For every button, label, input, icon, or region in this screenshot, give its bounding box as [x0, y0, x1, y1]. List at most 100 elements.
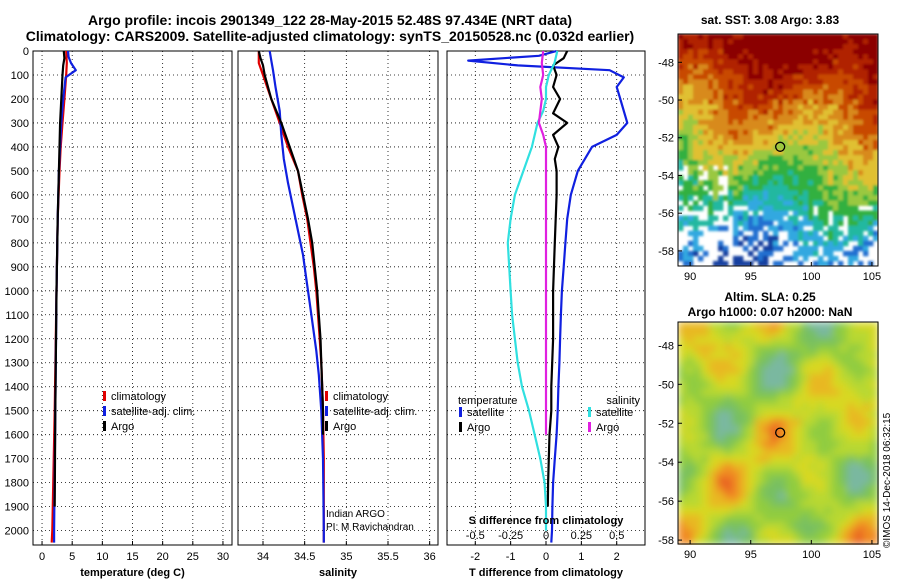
sst-cell	[863, 69, 869, 75]
sst-cell	[753, 225, 759, 232]
sst-cell	[733, 59, 739, 65]
sst-cell	[863, 150, 869, 156]
sla-cell	[693, 351, 702, 360]
sst-cell	[848, 155, 854, 161]
sla-cell	[693, 329, 702, 338]
sla-cell	[708, 381, 718, 390]
sst-cell	[683, 215, 689, 222]
sst-cell	[838, 109, 844, 116]
sst-cell	[833, 79, 839, 85]
sst-cell	[718, 200, 724, 206]
sst-cell	[843, 150, 849, 156]
sla-cell	[785, 418, 794, 427]
sst-cell	[793, 250, 799, 257]
sst-cell	[808, 180, 814, 186]
sla-cell	[808, 336, 818, 345]
sst-cell	[703, 94, 709, 100]
sla-cell	[693, 381, 702, 390]
sst-cell	[843, 109, 849, 116]
sla-cell	[862, 359, 871, 367]
sla-cell	[770, 425, 779, 434]
sla-cell	[862, 410, 871, 419]
sst-cell	[718, 49, 724, 55]
sst-cell	[868, 79, 874, 85]
sst-cell	[683, 69, 689, 75]
sst-cell	[703, 114, 709, 121]
sst-cell	[713, 124, 719, 131]
sst-cell	[818, 64, 824, 70]
sst-cell	[803, 124, 809, 131]
sst-cell	[783, 79, 789, 85]
sla-cell	[678, 425, 687, 434]
sst-cell	[753, 54, 759, 60]
sst-cell	[778, 195, 784, 201]
sst-cell	[763, 220, 769, 227]
legend-title-temperature: temperature	[458, 395, 517, 407]
sst-cell	[863, 99, 869, 106]
sla-cell	[678, 344, 687, 353]
sla-cell	[724, 351, 733, 360]
sla-cell	[839, 521, 848, 530]
sst-cell	[818, 74, 824, 80]
sst-cell	[828, 195, 834, 201]
sst-cell	[768, 74, 774, 80]
sst-cell	[858, 59, 864, 65]
sst-cell	[858, 119, 864, 126]
series-t-argo	[546, 50, 569, 507]
sst-cell	[813, 109, 819, 116]
sst-cell	[698, 49, 704, 55]
sst-cell	[723, 89, 729, 95]
sla-cell	[847, 388, 856, 397]
sst-cell	[798, 180, 804, 186]
sla-cell	[808, 470, 818, 478]
sst-cell	[843, 84, 849, 90]
sst-cell	[773, 54, 779, 60]
sst-cell	[718, 74, 724, 80]
sst-cell	[678, 119, 684, 126]
sst-cell	[768, 49, 774, 55]
sst-cell	[873, 119, 879, 126]
sst-cell	[763, 185, 769, 191]
sst-cell	[723, 250, 729, 257]
sst-cell	[828, 74, 834, 80]
sla-cell	[731, 410, 741, 419]
sla-cell	[762, 329, 771, 338]
sla-cell	[870, 388, 879, 397]
sla-cell	[778, 381, 787, 390]
sst-cell	[848, 89, 854, 95]
sla-cell	[693, 359, 702, 367]
sst-cell	[748, 39, 754, 45]
sst-cell	[713, 144, 719, 151]
sla-cell	[816, 329, 825, 338]
sst-cell	[833, 44, 839, 50]
sla-cell	[724, 529, 733, 538]
sst-cell	[733, 129, 739, 136]
sst-cell	[808, 210, 814, 216]
sla-cell	[778, 492, 787, 501]
sst-cell	[713, 129, 719, 136]
sla-cell	[693, 507, 702, 515]
sla-cell	[762, 351, 771, 360]
sla-cell	[747, 514, 756, 523]
sst-cell	[733, 175, 739, 181]
sla-cell	[793, 359, 802, 367]
sla-cell	[724, 507, 733, 515]
sst-cell	[708, 64, 714, 70]
sla-cell	[708, 344, 718, 353]
sst-cell	[783, 124, 789, 131]
sst-cell	[753, 155, 759, 161]
sst-cell	[713, 34, 719, 40]
sst-cell	[793, 54, 799, 60]
sla-cell	[754, 322, 764, 330]
sst-cell	[843, 180, 849, 186]
sst-cell	[788, 74, 794, 80]
sst-cell	[853, 134, 859, 141]
sst-cell	[828, 134, 834, 141]
sst-cell	[848, 74, 854, 80]
sst-cell	[728, 84, 734, 90]
sst-cell	[813, 155, 819, 161]
sst-cell	[868, 150, 874, 156]
sst-cell	[763, 89, 769, 95]
sst-cell	[773, 79, 779, 85]
sla-cell	[839, 396, 848, 404]
